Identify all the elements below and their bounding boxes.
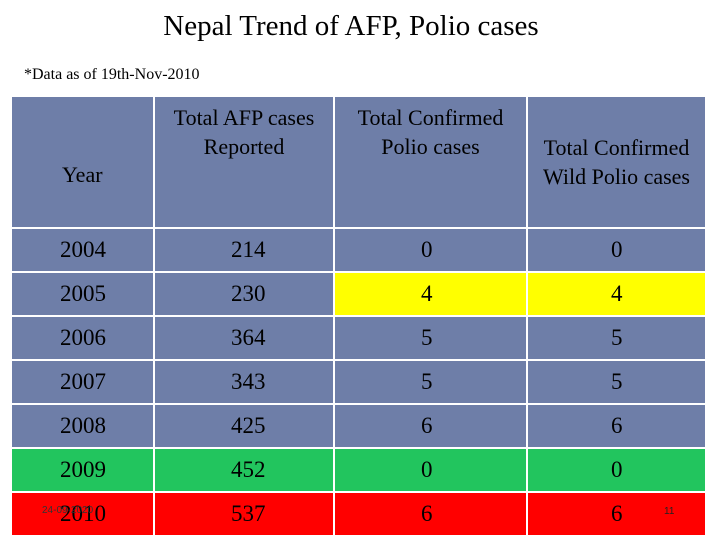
- table-row: 2009 452 0 0: [10, 447, 707, 493]
- header-total-afp: Total AFP cases Reported: [153, 95, 335, 229]
- cell-wild-polio: 0: [526, 447, 707, 493]
- cell-total-afp: 343: [153, 359, 335, 405]
- cell-confirmed-polio: 6: [333, 403, 528, 449]
- cell-year: 2004: [10, 227, 155, 273]
- cell-wild-polio: 5: [526, 359, 707, 405]
- cell-confirmed-polio: 5: [333, 359, 528, 405]
- cell-wild-polio: 5: [526, 315, 707, 361]
- cell-total-afp: 452: [153, 447, 335, 493]
- cell-year: 2009: [10, 447, 155, 493]
- cell-total-afp: 230: [153, 271, 335, 317]
- cell-confirmed-polio: 0: [333, 447, 528, 493]
- cell-year: 2006: [10, 315, 155, 361]
- footer-date: 24-09-2020: [42, 505, 94, 516]
- cell-total-afp: 364: [153, 315, 335, 361]
- cell-total-afp: 425: [153, 403, 335, 449]
- afp-polio-table: Year Total AFP cases Reported Total Conf…: [10, 95, 707, 537]
- cell-total-afp: 537: [153, 491, 335, 537]
- cell-year: 2007: [10, 359, 155, 405]
- page-number: 11: [664, 506, 675, 517]
- table-row: 2007 343 5 5: [10, 359, 707, 405]
- table-row: 2005 230 4 4: [10, 271, 707, 317]
- data-note: *Data as of 19th-Nov-2010: [24, 66, 200, 83]
- cell-year: 2005: [10, 271, 155, 317]
- cell-confirmed-polio: 6: [333, 491, 528, 537]
- cell-confirmed-polio: 5: [333, 315, 528, 361]
- table-row: 2004 214 0 0: [10, 227, 707, 273]
- cell-year: 2008: [10, 403, 155, 449]
- table-row: 2008 425 6 6: [10, 403, 707, 449]
- slide-title: Nepal Trend of AFP, Polio cases: [163, 10, 539, 42]
- table-row: 2006 364 5 5: [10, 315, 707, 361]
- cell-wild-polio: 6: [526, 491, 707, 537]
- header-confirmed-polio: Total Confirmed Polio cases: [333, 95, 528, 229]
- cell-total-afp: 214: [153, 227, 335, 273]
- header-wild-polio: Total Confirmed Wild Polio cases: [526, 95, 707, 229]
- header-year: Year: [10, 95, 155, 229]
- table-header-row: Year Total AFP cases Reported Total Conf…: [10, 95, 707, 229]
- cell-wild-polio: 6: [526, 403, 707, 449]
- cell-confirmed-polio: 4: [333, 271, 528, 317]
- table-row: 2010 537 6 6: [10, 491, 707, 537]
- cell-wild-polio: 0: [526, 227, 707, 273]
- cell-confirmed-polio: 0: [333, 227, 528, 273]
- cell-year: 2010: [10, 491, 155, 537]
- cell-wild-polio: 4: [526, 271, 707, 317]
